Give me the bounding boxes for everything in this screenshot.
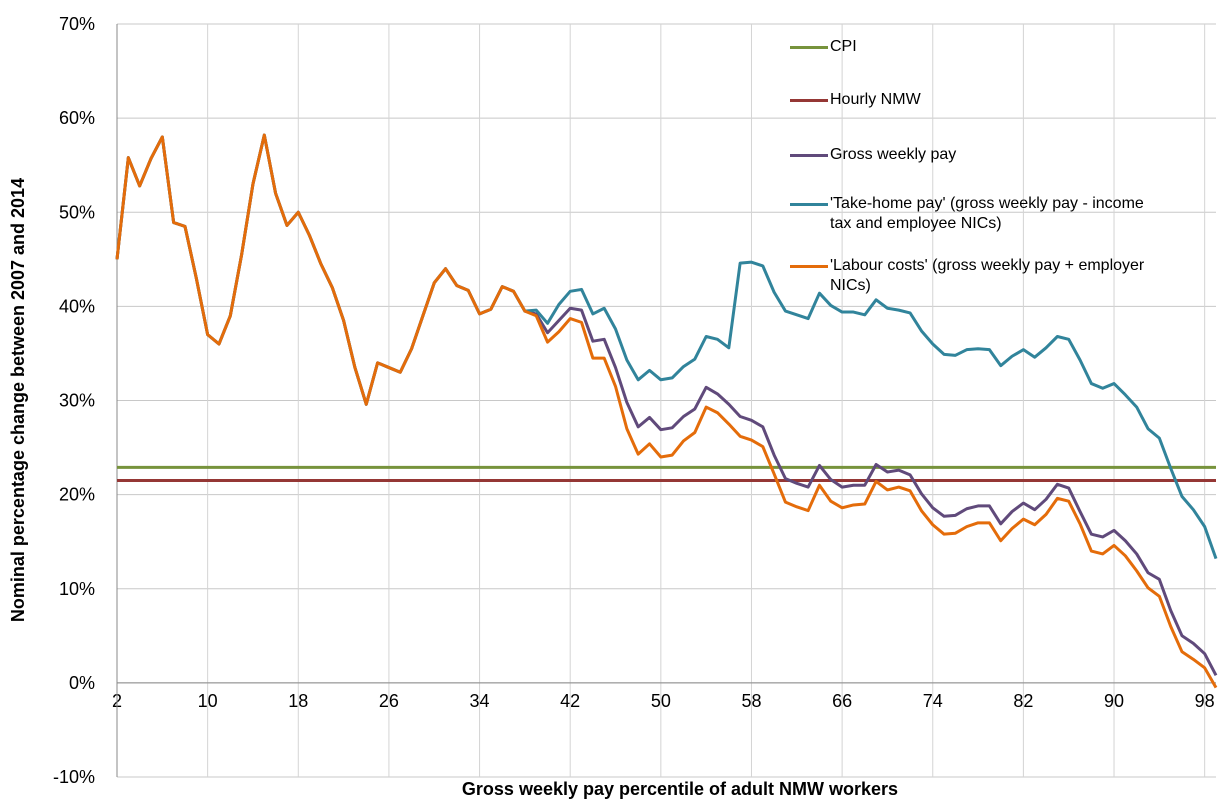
y-tick-label: 20% bbox=[59, 485, 95, 505]
y-tick-label: 10% bbox=[59, 579, 95, 599]
legend-label: CPI bbox=[830, 38, 857, 55]
series-line bbox=[115, 133, 1218, 689]
y-tick-label: 50% bbox=[59, 202, 95, 222]
x-tick-label: 34 bbox=[470, 691, 490, 711]
legend-swatch bbox=[790, 265, 828, 268]
legend-item: Hourly NMW bbox=[790, 90, 1150, 110]
legend-item: CPI bbox=[790, 37, 1150, 57]
y-tick-label: 0% bbox=[69, 673, 95, 693]
legend-label: 'Take-home pay' (gross weekly pay - inco… bbox=[830, 195, 1144, 232]
legend-swatch bbox=[790, 203, 828, 206]
x-tick-label: 50 bbox=[651, 691, 671, 711]
x-axis-title: Gross weekly pay percentile of adult NMW… bbox=[462, 779, 898, 799]
y-tick-label: 40% bbox=[59, 296, 95, 316]
legend-label: 'Labour costs' (gross weekly pay + emplo… bbox=[830, 257, 1145, 294]
x-tick-label: 26 bbox=[379, 691, 399, 711]
x-tick-label: 82 bbox=[1013, 691, 1033, 711]
legend-item: 'Labour costs' (gross weekly pay + emplo… bbox=[790, 256, 1150, 296]
x-tick-label: 42 bbox=[560, 691, 580, 711]
y-tick-label: 30% bbox=[59, 391, 95, 411]
legend-label: Hourly NMW bbox=[830, 91, 921, 108]
y-axis-title: Nominal percentage change between 2007 a… bbox=[8, 178, 28, 622]
x-tick-label: 66 bbox=[832, 691, 852, 711]
x-tick-label: 18 bbox=[288, 691, 308, 711]
legend-swatch bbox=[790, 99, 828, 102]
legend-swatch bbox=[790, 154, 828, 157]
legend-label: Gross weekly pay bbox=[830, 146, 957, 163]
x-tick-label: 10 bbox=[198, 691, 218, 711]
legend-swatch bbox=[790, 46, 828, 49]
y-tick-label: 70% bbox=[59, 14, 95, 34]
y-tick-label: 60% bbox=[59, 108, 95, 128]
x-tick-label: 90 bbox=[1104, 691, 1124, 711]
x-tick-label: 98 bbox=[1195, 691, 1215, 711]
y-tick-label: -10% bbox=[53, 767, 95, 787]
x-tick-label: 74 bbox=[923, 691, 943, 711]
legend-item: Gross weekly pay bbox=[790, 145, 1150, 165]
legend-item: 'Take-home pay' (gross weekly pay - inco… bbox=[790, 194, 1150, 234]
x-tick-label: 58 bbox=[741, 691, 761, 711]
